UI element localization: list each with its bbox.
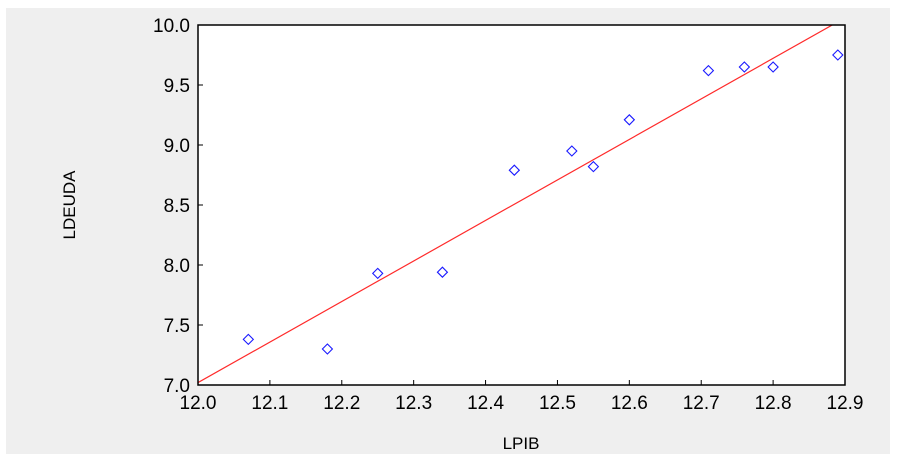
plot-area xyxy=(198,25,845,385)
data-point xyxy=(587,160,600,173)
regression-line xyxy=(198,25,834,384)
data-point xyxy=(767,61,779,73)
x-tick-label: 12.0 xyxy=(180,393,217,414)
scatter-chart: 12.0 12.1 12.2 12.3 12.4 12.5 12.6 12.7 12.8 12.9… xyxy=(60,16,864,453)
points-layer xyxy=(242,49,844,355)
data-point xyxy=(832,49,844,61)
data-point xyxy=(702,64,715,77)
data-point xyxy=(321,343,334,355)
y-tick-label: 7.0 xyxy=(164,376,190,397)
x-axis: 12.0 12.1 12.2 12.3 12.4 12.5 12.6 12.7 12.8 12.9 xyxy=(180,380,864,414)
x-tick-label: 12.1 xyxy=(251,393,288,414)
x-tick-label: 12.8 xyxy=(755,393,792,414)
y-tick-label: 10.0 xyxy=(153,16,190,37)
x-tick-label: 12.5 xyxy=(539,393,576,414)
data-point xyxy=(566,145,578,157)
x-tick-label: 12.7 xyxy=(683,393,720,414)
data-point xyxy=(371,267,384,280)
x-tick-label: 12.2 xyxy=(323,393,360,414)
x-tick-label: 12.9 xyxy=(827,393,864,414)
data-point xyxy=(436,266,449,278)
x-axis-title: LPIB xyxy=(503,434,540,453)
data-point xyxy=(242,333,255,346)
y-tick-label: 9.5 xyxy=(164,76,190,97)
data-point xyxy=(508,164,521,176)
y-tick-label: 8.5 xyxy=(164,196,190,217)
y-tick-label: 7.5 xyxy=(164,316,190,337)
data-point xyxy=(623,114,636,126)
y-axis: 7.0 7.5 8.0 8.5 9.0 9.5 10.0 xyxy=(153,16,203,397)
data-point xyxy=(738,61,751,73)
y-tick-label: 9.0 xyxy=(164,136,190,157)
x-tick-label: 12.4 xyxy=(467,393,504,414)
x-tick-label: 12.6 xyxy=(611,393,648,414)
fit-line-layer xyxy=(198,25,834,384)
chart-panel: 12.0 12.1 12.2 12.3 12.4 12.5 12.6 12.7 12.8 12.9… xyxy=(6,8,890,454)
y-axis-title: LDEUDA xyxy=(60,170,79,240)
x-tick-label: 12.3 xyxy=(395,393,432,414)
y-tick-label: 8.0 xyxy=(164,256,190,277)
